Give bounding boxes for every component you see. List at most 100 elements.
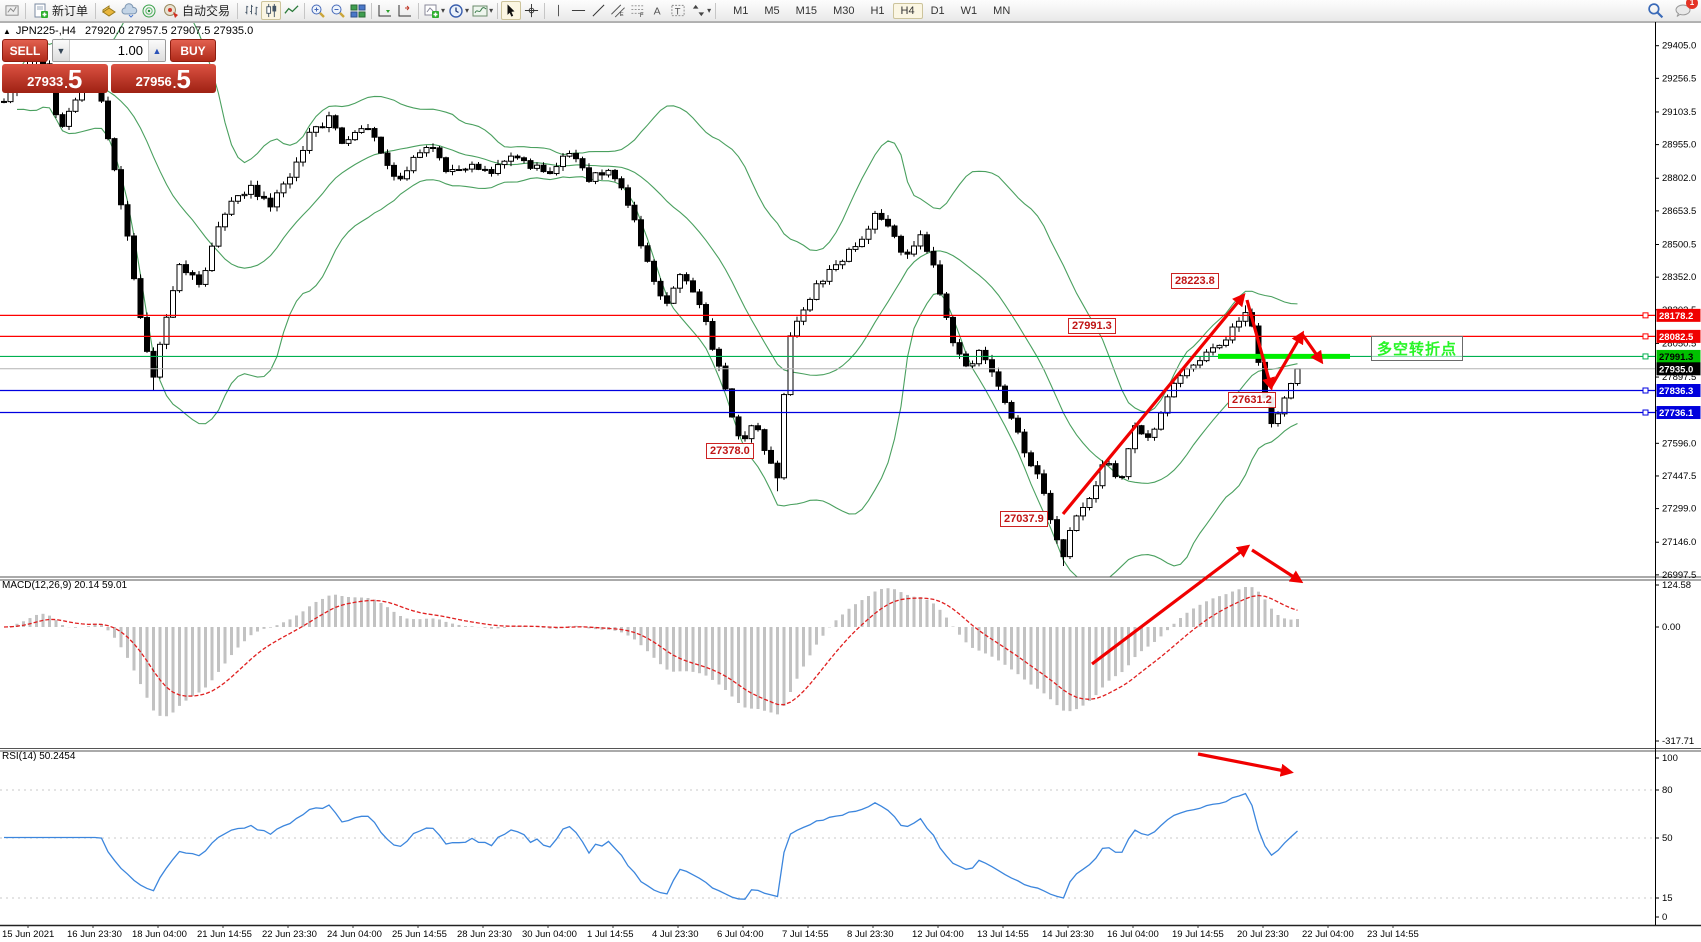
periods-icon[interactable] <box>446 1 466 20</box>
price-callout[interactable]: 27037.9 <box>1000 511 1048 527</box>
svg-text:F: F <box>640 12 644 18</box>
terminal-icon[interactable] <box>2 1 22 20</box>
timeframe-m30[interactable]: M30 <box>833 4 855 17</box>
svg-text:27736.1: 27736.1 <box>1659 408 1694 419</box>
timeframe-w1[interactable]: W1 <box>960 4 978 17</box>
sell-price-display[interactable]: 27933 5 <box>2 64 108 93</box>
svg-text:T: T <box>675 6 681 16</box>
rsi-line <box>4 792 1298 900</box>
timeframe-d1[interactable]: D1 <box>930 4 945 17</box>
candlestick-mode-icon[interactable] <box>261 1 282 20</box>
cursor-icon[interactable] <box>501 1 522 20</box>
trend-arrow[interactable] <box>1300 333 1324 365</box>
trend-arrow[interactable] <box>1061 292 1246 516</box>
svg-text:24 Jun 04:00: 24 Jun 04:00 <box>327 929 382 940</box>
timeframe-m15[interactable]: M15 <box>795 4 818 17</box>
trend-arrow[interactable] <box>1245 299 1275 391</box>
hline-handle[interactable] <box>1642 333 1649 340</box>
zoom-in-icon[interactable] <box>308 1 328 20</box>
buy-button[interactable]: BUY <box>170 39 216 62</box>
bollinger-bands <box>16 23 1298 577</box>
trendline-tool-icon[interactable] <box>588 1 608 20</box>
svg-text:8 Jul 23:30: 8 Jul 23:30 <box>847 929 893 940</box>
svg-text:14 Jul 23:30: 14 Jul 23:30 <box>1042 929 1094 940</box>
volume-stepper: ▼ 1.00 ▲ <box>52 39 166 62</box>
trend-arrow[interactable] <box>1197 752 1294 777</box>
new-order-button[interactable]: 新订单 <box>29 1 92 20</box>
axis-price-box <box>1656 329 1701 343</box>
auto-scroll-icon[interactable] <box>375 1 395 20</box>
svg-text:27935.0: 27935.0 <box>1659 364 1693 375</box>
toolbar-separator <box>371 2 373 19</box>
timeframe-m5[interactable]: M5 <box>764 4 780 17</box>
axis-price-box <box>1656 362 1701 376</box>
timeframe-m1[interactable]: M1 <box>733 4 749 17</box>
horizontal-line-tool-icon[interactable] <box>568 1 588 20</box>
cloud-icon[interactable] <box>119 1 139 20</box>
vertical-line-tool-icon[interactable] <box>548 1 568 20</box>
auto-trading-label: 自动交易 <box>182 4 231 18</box>
trend-arrow[interactable] <box>1269 330 1304 388</box>
svg-text:A: A <box>654 5 661 17</box>
hline-handle[interactable] <box>1642 409 1649 416</box>
signals-icon[interactable] <box>139 1 159 20</box>
equidistant-channel-tool-icon[interactable]: E <box>608 1 628 20</box>
svg-text:16 Jul 04:00: 16 Jul 04:00 <box>1107 929 1159 940</box>
chart-shift-icon[interactable] <box>395 1 415 20</box>
price-callout[interactable]: 27991.3 <box>1068 318 1116 334</box>
line-chart-mode-icon[interactable] <box>281 1 301 20</box>
hline-handle[interactable] <box>1642 312 1649 319</box>
buy-price-display[interactable]: 27956 5 <box>110 64 216 93</box>
volume-increase-button[interactable]: ▲ <box>148 40 165 61</box>
macd-label: MACD(12,26,9) 20.14 59.01 <box>2 580 128 591</box>
hline-handle[interactable] <box>1642 353 1649 360</box>
search-icon[interactable] <box>1645 1 1665 20</box>
svg-text:19 Jul 14:55: 19 Jul 14:55 <box>1172 929 1224 940</box>
zoom-out-icon[interactable] <box>328 1 348 20</box>
notifications-icon[interactable]: 1 <box>1673 0 1698 20</box>
volume-input[interactable]: 1.00 <box>117 43 143 58</box>
crosshair-icon[interactable] <box>521 1 541 20</box>
symbol-info-line: ▲ JPN225-,H4 27920.0 27957.5 27907.5 279… <box>3 25 253 37</box>
arrow-objects-dropdown-caret[interactable]: ▾ <box>707 6 712 15</box>
price-callout[interactable]: 27378.0 <box>706 443 754 459</box>
hline-handle[interactable] <box>1642 387 1649 394</box>
toolbar-separator <box>237 2 239 19</box>
sell-button[interactable]: SELL <box>2 39 48 62</box>
timeframe-toolbar: M1 M5 M15 M30 H1 H4 D1 W1 MN <box>725 2 1018 19</box>
text-annotation[interactable]: 多空转折点 <box>1371 336 1464 361</box>
svg-text:30 Jun 04:00: 30 Jun 04:00 <box>522 929 577 940</box>
svg-text:20 Jul 23:30: 20 Jul 23:30 <box>1237 929 1289 940</box>
timeframe-h4[interactable]: H4 <box>892 2 923 19</box>
templates-dropdown-caret[interactable]: ▾ <box>489 6 494 15</box>
tile-windows-icon[interactable] <box>348 1 368 20</box>
deposit-icon[interactable] <box>99 1 119 20</box>
bar-chart-mode-icon[interactable] <box>241 1 261 20</box>
svg-text:100: 100 <box>1662 753 1678 764</box>
volume-decrease-button[interactable]: ▼ <box>53 40 70 61</box>
arrow-objects-icon[interactable] <box>688 1 708 20</box>
trend-arrow[interactable] <box>1091 544 1251 666</box>
axis-price-box <box>1656 308 1701 322</box>
axes: 29405.0 29256.5 29103.5 28955.0 28802.0 28653… <box>0 22 1701 927</box>
text-tool-icon[interactable]: A <box>648 1 668 20</box>
auto-trading-button[interactable]: 自动交易 <box>159 1 234 20</box>
svg-text:28050.5: 28050.5 <box>1662 338 1696 349</box>
timeframe-mn[interactable]: MN <box>993 4 1011 17</box>
auto-trading-icon <box>164 3 179 18</box>
collapse-quote-panel-icon[interactable]: ▲ <box>3 26 11 36</box>
trend-arrow[interactable] <box>1251 548 1304 584</box>
templates-icon[interactable] <box>470 1 490 20</box>
price-callout[interactable]: 28223.8 <box>1171 273 1219 289</box>
text-label-tool-icon[interactable]: T <box>668 1 688 20</box>
indicators-icon[interactable] <box>422 1 442 20</box>
timeframe-h1[interactable]: H1 <box>870 4 885 17</box>
svg-text:28352.0: 28352.0 <box>1662 272 1696 283</box>
periods-dropdown-caret[interactable]: ▾ <box>465 6 470 15</box>
fibonacci-tool-icon[interactable]: F <box>628 1 648 20</box>
indicators-dropdown-caret[interactable]: ▾ <box>441 6 446 15</box>
svg-text:7 Jul 14:55: 7 Jul 14:55 <box>782 929 828 940</box>
svg-text:27596.0: 27596.0 <box>1662 438 1696 449</box>
price-callout[interactable]: 27631.2 <box>1228 392 1276 408</box>
